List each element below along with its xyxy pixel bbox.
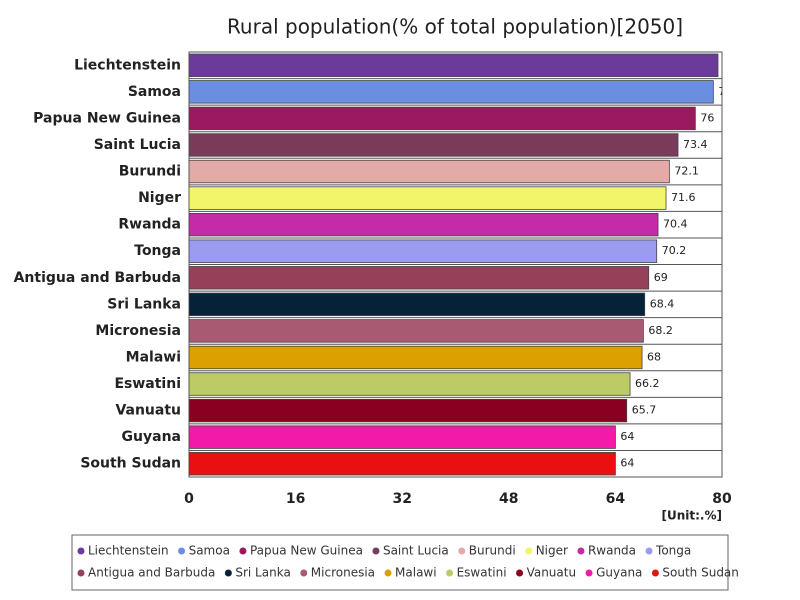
legend-label: Guyana: [596, 566, 642, 580]
value-label: 64: [620, 430, 634, 443]
x-tick-label: 16: [286, 491, 305, 507]
y-tick-label: Rwanda: [118, 217, 181, 233]
legend-marker: [77, 569, 85, 577]
legend-marker: [516, 569, 524, 577]
legend-marker: [645, 547, 653, 555]
bar: [189, 266, 650, 290]
value-label: 68: [647, 350, 661, 363]
legend-label: Rwanda: [588, 544, 636, 558]
legend-marker: [384, 569, 392, 577]
y-tick-label: Eswatini: [114, 376, 181, 392]
chart-title: Rural population(% of total population)[…: [227, 15, 683, 39]
value-label: 78.7: [718, 85, 743, 98]
bar: [189, 292, 646, 317]
bar: [189, 106, 696, 131]
legend-label: Niger: [536, 544, 568, 558]
value-label: 68.4: [650, 297, 675, 310]
legend-marker: [577, 547, 585, 555]
x-tick-label: 32: [392, 491, 411, 507]
legend-box: [71, 534, 729, 591]
bar: [189, 133, 679, 157]
bar: [189, 372, 631, 396]
legend-marker: [458, 547, 466, 555]
value-label: 68.2: [648, 324, 673, 337]
value-label: 70.2: [662, 244, 687, 257]
value-label: 79.4: [723, 58, 748, 71]
value-label: 73.4: [683, 138, 708, 151]
bar: [189, 80, 714, 104]
plot-area: 79.4 78.7 76 73.4 72.1 71.6 70.4 70.2 69 68.4 68.2…: [189, 53, 748, 476]
y-tick-label: Liechtenstein: [74, 57, 181, 73]
legend-label: Tonga: [655, 544, 691, 558]
unit-label: [Unit:.%]: [662, 509, 723, 523]
legend-marker: [239, 547, 247, 555]
legend-marker: [585, 569, 593, 577]
bar: [189, 319, 644, 343]
value-label: 72.1: [674, 165, 699, 178]
legend-label: South Sudan: [662, 566, 739, 580]
value-label: 66.2: [635, 377, 660, 390]
legend-label: Liechtenstein: [88, 544, 169, 558]
y-tick-label: Micronesia: [95, 323, 181, 339]
bar: [189, 53, 719, 77]
legend-label: Eswatini: [457, 566, 507, 580]
bar: [189, 452, 616, 476]
legend-label: Sri Lanka: [235, 566, 290, 580]
legend-label: Vanuatu: [527, 566, 577, 580]
legend-label: Samoa: [189, 544, 230, 558]
bar: [189, 398, 628, 423]
y-tick-label: Samoa: [128, 84, 181, 100]
value-label: 70.4: [663, 218, 688, 231]
y-tick-label: Malawi: [126, 349, 181, 365]
legend-marker: [77, 547, 85, 555]
legend-marker: [651, 569, 659, 577]
legend-marker: [224, 569, 232, 577]
bar: [189, 425, 616, 449]
bar: [189, 159, 670, 184]
legend-marker: [178, 547, 186, 555]
y-tick-label: Vanuatu: [115, 403, 181, 419]
y-tick-label: Niger: [138, 190, 181, 206]
y-tick-label: Sri Lanka: [107, 296, 181, 312]
x-tick-label: 0: [184, 491, 194, 507]
bar: [189, 212, 659, 237]
x-tick-label: 64: [606, 491, 626, 507]
value-label: 76: [700, 111, 714, 124]
y-tick-label: Saint Lucia: [94, 137, 181, 153]
x-tick-label: 80: [712, 491, 732, 507]
legend-marker: [300, 569, 308, 577]
legend-label: Papua New Guinea: [250, 544, 363, 558]
legend-label: Burundi: [469, 544, 516, 558]
legend-label: Saint Lucia: [383, 544, 449, 558]
legend-marker: [372, 547, 380, 555]
legend-label: Malawi: [395, 566, 437, 580]
legend-marker: [446, 569, 454, 577]
y-tick-label: Tonga: [134, 243, 181, 259]
y-tick-label: Guyana: [122, 429, 181, 445]
y-tick-label: Antigua and Barbuda: [14, 270, 181, 286]
y-tick-label: South Sudan: [80, 456, 181, 472]
legend-label: Antigua and Barbuda: [88, 566, 215, 580]
y-tick-label: Burundi: [119, 164, 181, 180]
value-label: 69: [654, 271, 668, 284]
value-label: 71.6: [671, 191, 696, 204]
x-tick-label: 48: [499, 491, 518, 507]
bar: [189, 239, 658, 263]
y-tick-label: Papua New Guinea: [33, 110, 181, 126]
value-label: 65.7: [632, 404, 657, 417]
value-label: 64: [620, 457, 634, 470]
legend-marker: [525, 547, 533, 555]
bar: [189, 186, 667, 210]
bar: [189, 345, 643, 370]
legend-label: Micronesia: [311, 566, 375, 580]
